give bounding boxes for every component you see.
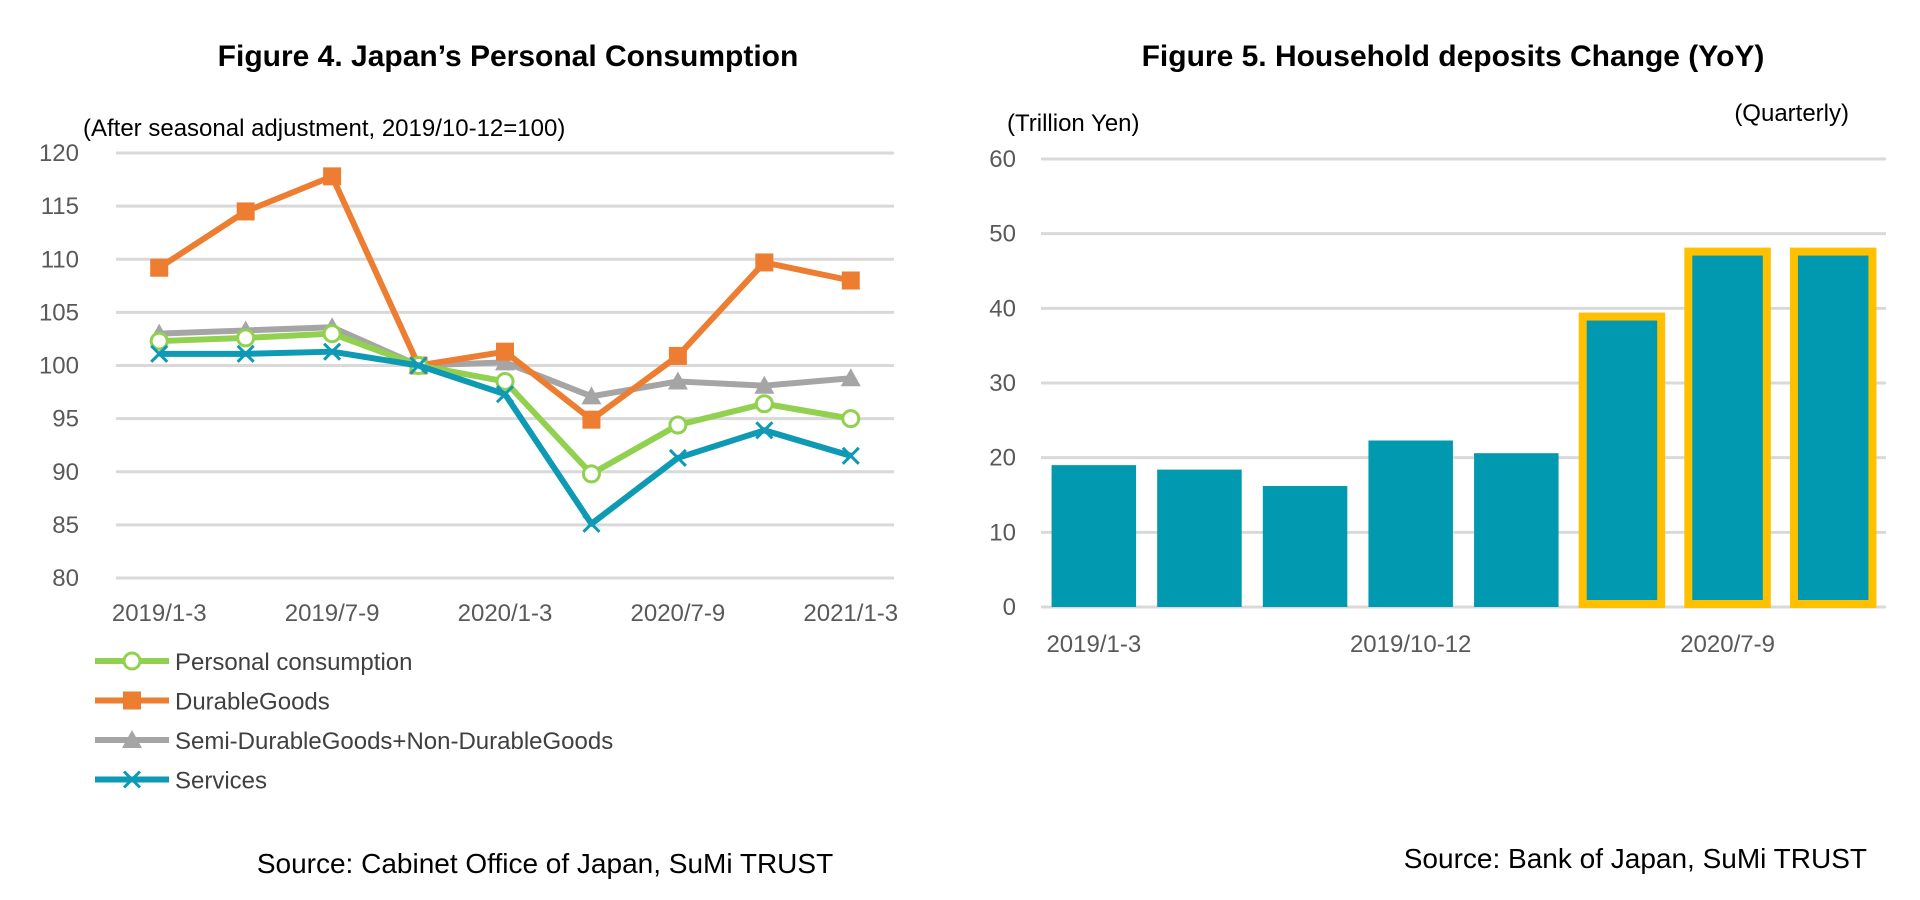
x-tick-label: 2020/7-9 xyxy=(631,600,726,627)
data-point xyxy=(495,385,515,404)
legend-item: Semi-DurableGoods+Non-DurableGoods xyxy=(95,728,613,755)
data-point xyxy=(495,352,515,371)
x-tick-label: 2019/1-3 xyxy=(112,600,207,627)
fig5-bars xyxy=(1051,247,1877,608)
x-tick-label: 2019/10-12 xyxy=(1350,631,1471,658)
legend-marker xyxy=(122,770,142,789)
y-tick-label: 80 xyxy=(52,565,79,592)
series-services xyxy=(150,342,860,533)
bar-highlighted xyxy=(1684,247,1771,608)
fig4-subtitle: (After seasonal adjustment, 2019/10-12=1… xyxy=(83,115,565,142)
data-point xyxy=(667,371,688,390)
y-tick-label: 110 xyxy=(41,246,79,273)
data-point xyxy=(323,342,342,361)
x-tick-label: 2019/1-3 xyxy=(1046,631,1141,658)
fig4-title: Figure 4. Japan’s Personal Consumption xyxy=(218,40,799,73)
y-tick-label: 95 xyxy=(52,406,79,433)
data-point xyxy=(668,448,687,467)
data-point xyxy=(236,344,255,363)
bar xyxy=(1051,465,1137,607)
fig5-y-axis: 60 50 40 30 20 10 0 xyxy=(989,146,1016,621)
fig5-x-axis: 2019/1-3 2019/10-12 2020/7-9 xyxy=(1046,631,1775,658)
fig5-y-label: (Trillion Yen) xyxy=(1007,110,1140,137)
legend-marker xyxy=(122,730,142,748)
y-tick-label: 120 xyxy=(39,140,79,167)
legend-label: Services xyxy=(175,768,267,795)
data-point xyxy=(840,368,861,387)
data-point xyxy=(323,167,342,186)
data-point xyxy=(322,324,342,344)
fig5-note: (Quarterly) xyxy=(1734,100,1849,127)
y-tick-label: 30 xyxy=(989,370,1016,397)
legend-marker xyxy=(123,691,141,710)
data-point xyxy=(582,410,601,429)
data-point xyxy=(582,514,601,533)
legend-label: Personal consumption xyxy=(175,649,412,676)
data-point xyxy=(236,328,256,348)
bar xyxy=(1262,486,1348,607)
data-point xyxy=(581,386,602,405)
data-point xyxy=(841,409,861,429)
fig4-series xyxy=(149,167,861,533)
data-point xyxy=(754,375,775,394)
legend-label: DurableGoods xyxy=(175,689,330,716)
legend-item: Services xyxy=(95,768,267,795)
y-tick-label: 50 xyxy=(989,221,1016,248)
y-tick-label: 20 xyxy=(989,445,1016,472)
fig4-source: Source: Cabinet Office of Japan, SuMi TR… xyxy=(257,848,833,879)
data-point xyxy=(755,421,774,440)
data-point xyxy=(754,394,774,414)
legend-item: DurableGoods xyxy=(95,689,330,716)
y-tick-label: 0 xyxy=(1003,594,1016,621)
data-point xyxy=(668,415,688,435)
legend-item: Personal consumption xyxy=(95,649,412,676)
figure-4: Figure 4. Japan’s Personal Consumption (… xyxy=(39,40,898,879)
bar xyxy=(1368,440,1453,607)
x-tick-label: 2021/1-3 xyxy=(803,600,898,627)
fig5-title: Figure 5. Household deposits Change (YoY… xyxy=(1142,40,1765,73)
y-tick-label: 60 xyxy=(989,146,1016,173)
data-point xyxy=(755,253,774,272)
data-point xyxy=(668,346,687,365)
legend-label: Semi-DurableGoods+Non-DurableGoods xyxy=(175,728,613,755)
data-point xyxy=(150,344,169,363)
fig5-source: Source: Bank of Japan, SuMi TRUST xyxy=(1404,843,1867,874)
x-tick-label: 2019/7-9 xyxy=(285,600,380,627)
x-tick-label: 2020/1-3 xyxy=(458,600,553,627)
bar-highlighted xyxy=(1789,247,1877,608)
bar xyxy=(1474,453,1559,607)
y-tick-label: 90 xyxy=(52,459,79,486)
data-point xyxy=(496,342,514,361)
data-point xyxy=(841,271,860,290)
fig4-legend: Personal consumption DurableGoods Semi-Dur… xyxy=(95,649,613,795)
data-point xyxy=(581,464,601,484)
data-point xyxy=(150,258,169,277)
bar xyxy=(1157,469,1242,607)
legend-marker xyxy=(122,651,142,671)
figure-5: Figure 5. Household deposits Change (YoY… xyxy=(989,40,1886,874)
data-point xyxy=(495,371,515,391)
data-point xyxy=(236,202,255,221)
y-tick-label: 40 xyxy=(989,295,1016,322)
bar-highlighted xyxy=(1578,312,1666,608)
data-point xyxy=(149,331,169,351)
x-tick-label: 2020/7-9 xyxy=(1680,631,1775,658)
y-tick-label: 10 xyxy=(989,519,1016,546)
y-tick-label: 105 xyxy=(39,299,79,326)
y-tick-label: 100 xyxy=(39,353,79,380)
fig4-x-axis: 2019/1-3 2019/7-9 2020/1-3 2020/7-9 2021/1-3 xyxy=(112,600,898,627)
data-point xyxy=(409,356,428,375)
fig4-y-axis: 120 115 110 105 100 95 90 85 80 xyxy=(39,140,79,592)
y-tick-label: 115 xyxy=(41,193,79,220)
data-point xyxy=(841,446,860,465)
y-tick-label: 85 xyxy=(52,512,79,539)
